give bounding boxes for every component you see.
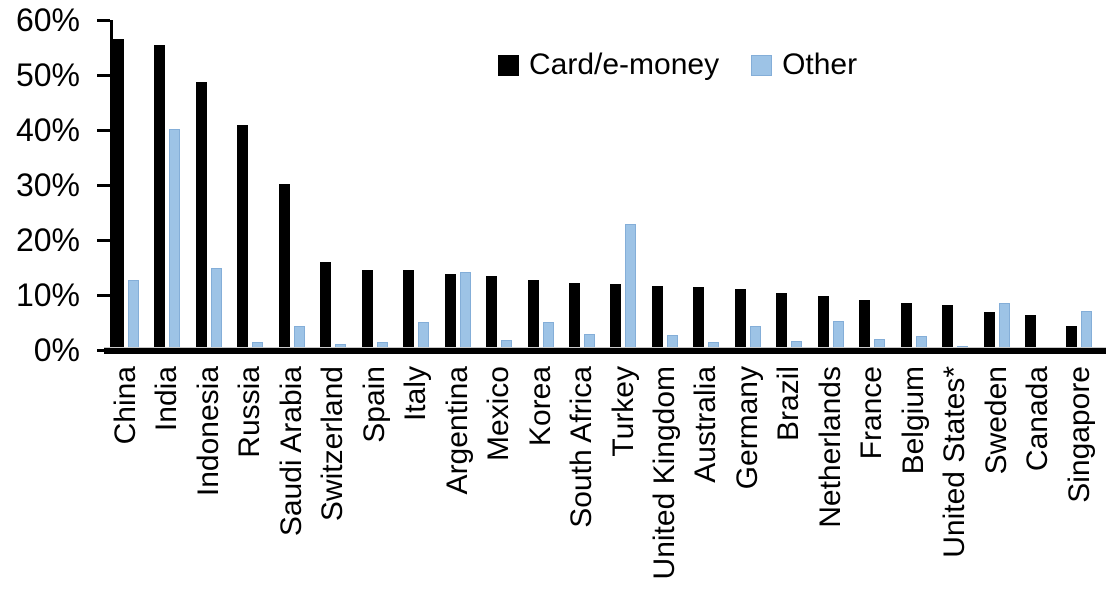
other-bar (832, 321, 844, 348)
card-e-money-bar (651, 286, 663, 348)
card-e-money-bar (527, 280, 539, 348)
card-e-money-bar (444, 274, 456, 348)
card-e-money-bar (817, 296, 829, 348)
x-axis-category-label: Australia (689, 366, 723, 483)
card-e-money-bar (403, 270, 415, 348)
y-axis-tick-mark (97, 18, 110, 22)
x-axis-category-label: Sweden (979, 366, 1013, 475)
x-axis-category-label: Canada (1021, 366, 1055, 472)
card-e-money-bar (361, 270, 373, 348)
y-axis-tick-label: 20% (15, 222, 80, 258)
other-bar (625, 224, 637, 348)
x-axis-category-label: Italy (399, 366, 433, 422)
x-axis-category-label: Netherlands (813, 366, 847, 528)
bar-group-sweden (983, 20, 1024, 348)
bar-group-indonesia (195, 20, 236, 348)
x-axis-category-label: Argentina (440, 366, 474, 495)
other-bar (293, 326, 305, 348)
other-bar (128, 280, 139, 348)
y-axis-tick-label: 30% (15, 167, 80, 203)
bar-group-india (153, 20, 194, 348)
other-legend-swatch-icon (751, 54, 773, 76)
card-e-money-bar (776, 293, 788, 348)
x-axis-category-label: Turkey (606, 366, 640, 457)
y-axis-tick-mark (97, 128, 110, 132)
card-e-money-bar (1066, 326, 1078, 348)
x-axis-category-label: Singapore (1062, 366, 1096, 503)
y-axis-tick-label: 10% (15, 277, 80, 313)
card-e-money-bar (486, 276, 498, 348)
other-legend-label: Other (782, 48, 858, 81)
card-e-money-legend-label: Card/e-money (529, 48, 720, 81)
y-axis-line (110, 20, 113, 350)
x-axis-category-label: Russia (233, 366, 267, 458)
y-axis-tick-mark (97, 183, 110, 187)
bar-group-united-states (941, 20, 982, 348)
y-axis-tick-label: 40% (15, 112, 80, 148)
card-e-money-bar (610, 284, 622, 348)
card-e-money-bar (568, 283, 580, 348)
card-e-money-legend-swatch-icon (498, 54, 519, 76)
other-bar (998, 303, 1010, 348)
bar-group-saudi-arabia (278, 20, 319, 348)
x-axis-category-label: Indonesia (191, 366, 225, 497)
card-e-money-bar (320, 262, 332, 348)
y-axis-tick-mark (97, 348, 110, 352)
card-e-money-bar (859, 300, 871, 348)
other-bar (542, 322, 554, 348)
legend: Card/e-money Other (498, 48, 857, 82)
other-bar (169, 129, 181, 348)
bar-group-belgium (900, 20, 941, 348)
card-e-money-bar (693, 287, 705, 348)
bar-group-switzerland (319, 20, 360, 348)
other-bar (1081, 311, 1093, 348)
y-axis-tick-label: 50% (15, 57, 80, 93)
card-e-money-bar (154, 45, 166, 348)
x-axis-category-label: Switzerland (316, 366, 350, 522)
other-bar (583, 334, 595, 348)
x-axis-category-label: Germany (730, 366, 764, 490)
y-axis-tick-mark (97, 73, 110, 77)
bar-group-russia (236, 20, 277, 348)
y-axis-tick-mark (97, 293, 110, 297)
card-e-money-bar (983, 312, 995, 348)
x-axis-category-label: France (855, 366, 889, 460)
x-axis-category-label: South Africa (565, 366, 599, 528)
bar-group-singapore (1065, 20, 1106, 348)
x-axis-category-label: Saudi Arabia (274, 366, 308, 537)
x-axis-line (104, 347, 1106, 354)
x-axis-category-label: United States* (938, 366, 972, 558)
x-axis-category-label: Belgium (896, 366, 930, 475)
other-bar (210, 268, 222, 348)
card-e-money-bar (734, 289, 746, 348)
bar-group-spain (361, 20, 402, 348)
card-e-money-bar (900, 303, 912, 348)
card-e-money-bar (278, 184, 290, 348)
y-axis-tick-label: 60% (15, 2, 80, 38)
x-axis-category-label: India (150, 366, 184, 432)
card-e-money-bar (195, 82, 207, 348)
bar-group-italy (402, 20, 443, 348)
bar-group-argentina (444, 20, 485, 348)
plot-area (112, 20, 1107, 348)
other-bar (459, 272, 471, 348)
card-e-money-bar (113, 39, 124, 348)
x-axis-category-label: China (109, 366, 142, 445)
other-bar (749, 326, 761, 348)
x-axis-category-label: Mexico (482, 366, 516, 462)
card-e-money-bar (237, 125, 249, 348)
card-e-money-bar (942, 305, 954, 348)
bar-group-canada (1024, 20, 1065, 348)
x-axis-category-label: Korea (523, 366, 557, 447)
y-axis-tick-label: 0% (33, 332, 80, 368)
y-axis-tick-mark (97, 238, 110, 242)
x-axis-category-label: Spain (357, 366, 391, 443)
other-bar (418, 322, 430, 348)
card-e-money-bar (1024, 315, 1036, 348)
bar-group-france (858, 20, 899, 348)
bar-group-china (112, 20, 153, 348)
x-axis-category-label: Brazil (772, 366, 806, 442)
x-axis-category-label: United Kingdom (647, 366, 681, 580)
